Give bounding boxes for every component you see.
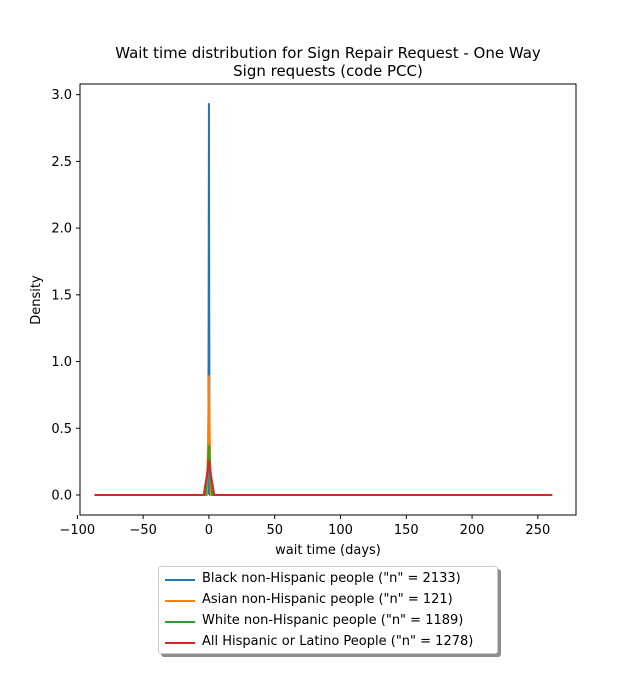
- legend-item: Asian non-Hispanic people ("n" = 121): [159, 590, 497, 611]
- x-tick-label: 100: [328, 523, 353, 538]
- y-tick-label: 2.0: [51, 222, 72, 237]
- x-tick-label: 50: [266, 523, 283, 538]
- x-axis-ticks: −100 −50 0 50 100 150 200 250: [60, 515, 550, 538]
- x-tick-label: 0: [205, 523, 213, 538]
- legend-label: All Hispanic or Latino People ("n" = 127…: [202, 634, 474, 649]
- series-lines: [94, 103, 553, 496]
- y-tick-label: 1.5: [51, 288, 72, 303]
- legend-swatch: [165, 642, 195, 644]
- x-tick-label: −100: [60, 523, 96, 538]
- x-tick-label: 250: [525, 523, 550, 538]
- y-tick-label: 0.0: [51, 488, 72, 503]
- x-axis-label: wait time (days): [275, 543, 381, 558]
- series-line-3: [94, 459, 553, 496]
- y-tick-label: 1.0: [51, 355, 72, 370]
- x-tick-label: 200: [460, 523, 485, 538]
- legend-label: Asian non-Hispanic people ("n" = 121): [202, 592, 453, 607]
- x-tick-label: −50: [129, 523, 156, 538]
- y-tick-label: 2.5: [51, 155, 72, 170]
- legend-swatch: [165, 621, 195, 623]
- x-tick-label: 150: [394, 523, 419, 538]
- legend-item: Black non-Hispanic people ("n" = 2133): [159, 569, 497, 590]
- series-line-2: [158, 444, 358, 496]
- legend-label: Black non-Hispanic people ("n" = 2133): [202, 571, 461, 586]
- legend-label: White non-Hispanic people ("n" = 1189): [202, 613, 464, 628]
- legend-item: White non-Hispanic people ("n" = 1189): [159, 611, 497, 632]
- y-tick-label: 3.0: [51, 88, 72, 103]
- legend-swatch: [165, 579, 195, 581]
- y-axis-ticks: 0.0 0.5 1.0 1.5 2.0 2.5 3.0: [51, 88, 80, 503]
- legend-swatch: [165, 600, 195, 602]
- chart-title: Wait time distribution for Sign Repair R…: [115, 44, 541, 80]
- plot-area: [79, 83, 577, 516]
- legend: Black non-Hispanic people ("n" = 2133) A…: [158, 566, 498, 654]
- y-axis-label: Density: [29, 275, 44, 325]
- series-line-1: [160, 375, 361, 496]
- legend-item: All Hispanic or Latino People ("n" = 127…: [159, 632, 497, 653]
- y-tick-label: 0.5: [51, 422, 72, 437]
